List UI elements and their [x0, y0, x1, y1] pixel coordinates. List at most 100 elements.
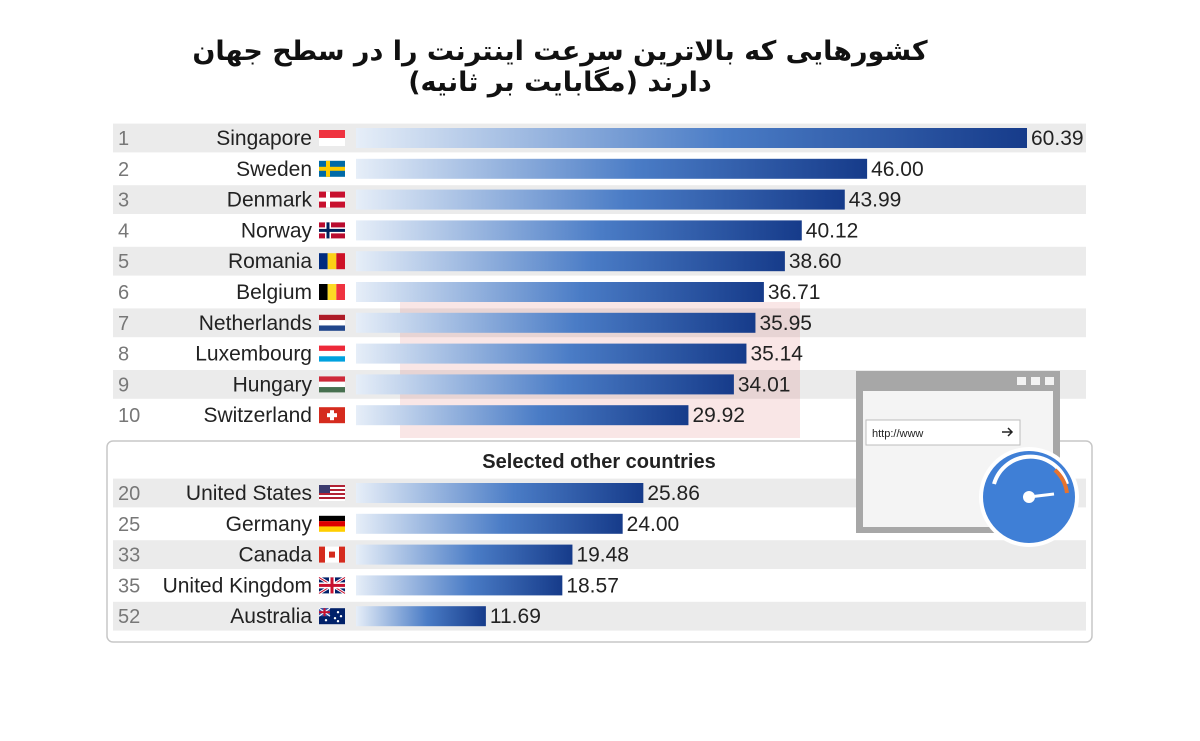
- country-label: Romania: [228, 250, 312, 273]
- country-label: Switzerland: [203, 404, 312, 427]
- value-label: 36.71: [768, 281, 821, 304]
- canada-flag: [319, 546, 345, 563]
- singapore-flag: [319, 130, 345, 146]
- rank-label: 10: [118, 405, 140, 427]
- bar-row: 4 Norway 40.12: [118, 219, 858, 242]
- bar: [356, 158, 868, 179]
- bar: [356, 189, 845, 210]
- uk-flag: [318, 576, 346, 595]
- bar: [356, 343, 747, 364]
- selected-heading: Selected other countries: [482, 451, 715, 473]
- arrow-icon: [1002, 427, 1014, 437]
- rank-label: 2: [118, 159, 129, 181]
- rank-label: 4: [118, 220, 129, 242]
- rank-label: 8: [118, 344, 129, 366]
- bar-row: 5 Romania 38.60: [118, 250, 841, 273]
- value-label: 38.60: [789, 250, 842, 273]
- country-label: Luxembourg: [195, 343, 312, 366]
- bar: [356, 606, 486, 627]
- bar-row: 35 United Kingdom 18.57: [118, 574, 619, 597]
- bar-row: 52 Australia 11.69: [118, 605, 541, 628]
- chart-title: کشورهایی که بالاترین سرعت اینترنت را در …: [192, 36, 928, 98]
- australia-flag: [318, 607, 345, 625]
- bar-row: 9 Hungary 34.01: [118, 373, 790, 396]
- bar-row: 33 Canada 19.48: [118, 544, 629, 567]
- hungary-flag: [319, 376, 345, 393]
- country-label: Norway: [241, 219, 313, 242]
- value-label: 25.86: [647, 482, 700, 505]
- value-label: 35.95: [759, 312, 812, 335]
- country-label: Singapore: [216, 127, 312, 150]
- value-label: 29.92: [692, 404, 745, 427]
- url-text: http://www: [872, 428, 923, 440]
- url-bar: [865, 419, 1021, 446]
- value-label: 60.39: [1031, 127, 1084, 150]
- bar-rows: 1 Singapore 60.39 2 Sweden 46.00 3 Denmark 43.99…: [118, 127, 1084, 628]
- value-label: 35.14: [750, 343, 803, 366]
- rank-label: 7: [118, 313, 129, 335]
- rank-label: 6: [118, 282, 129, 304]
- bar: [356, 544, 573, 565]
- value-label: 19.48: [576, 544, 629, 567]
- country-label: United Kingdom: [163, 574, 312, 597]
- bar-row: 2 Sweden 46.00: [118, 158, 924, 181]
- bar: [356, 282, 764, 302]
- bar: [356, 251, 785, 272]
- usa-flag: [319, 485, 345, 501]
- bar-row: 3 Denmark 43.99: [118, 189, 901, 212]
- bar: [356, 483, 644, 503]
- belgium-flag: [319, 284, 345, 300]
- value-label: 18.57: [566, 574, 619, 597]
- netherlands-flag: [319, 314, 345, 331]
- bar: [356, 128, 1027, 148]
- romania-flag: [319, 253, 345, 270]
- bar: [356, 513, 623, 534]
- country-label: Netherlands: [199, 312, 312, 335]
- norway-flag: [319, 222, 345, 239]
- rank-label: 9: [118, 374, 129, 396]
- switzerland-flag: [319, 407, 345, 424]
- speedometer-browser-icon: http://www: [856, 371, 1079, 547]
- rank-label: 33: [118, 545, 140, 567]
- luxembourg-flag: [319, 345, 345, 362]
- country-label: United States: [186, 482, 312, 505]
- rank-label: 3: [118, 190, 129, 212]
- rank-label: 35: [118, 575, 140, 597]
- bar-row: 1 Singapore 60.39: [118, 127, 1084, 150]
- bar-row: 25 Germany 24.00: [118, 513, 679, 536]
- country-label: Denmark: [227, 189, 313, 212]
- rank-label: 25: [118, 514, 140, 536]
- rank-label: 1: [118, 128, 129, 150]
- denmark-flag: [319, 191, 345, 208]
- rank-label: 20: [118, 483, 140, 505]
- value-label: 40.12: [806, 219, 859, 242]
- bar: [356, 575, 563, 596]
- country-label: Canada: [238, 544, 312, 567]
- country-label: Belgium: [236, 281, 312, 304]
- value-label: 24.00: [627, 513, 680, 536]
- bar: [356, 220, 802, 241]
- value-label: 34.01: [738, 373, 791, 396]
- value-label: 11.69: [490, 605, 541, 628]
- bar-row: 8 Luxembourg 35.14: [118, 343, 803, 366]
- bar-row: 7 Netherlands 35.95: [118, 312, 812, 335]
- bar: [356, 312, 756, 333]
- bar-row: 20 United States 25.86: [118, 482, 700, 505]
- bar-row: 10 Switzerland 29.92: [118, 404, 745, 427]
- rank-label: 52: [118, 606, 140, 628]
- country-label: Germany: [226, 513, 313, 536]
- bar: [356, 374, 734, 395]
- country-label: Hungary: [233, 373, 313, 396]
- germany-flag: [319, 515, 345, 532]
- value-label: 46.00: [871, 158, 924, 181]
- bar-row: 6 Belgium 36.71: [118, 281, 820, 304]
- sweden-flag: [319, 160, 345, 177]
- rank-label: 5: [118, 251, 129, 273]
- row-stripe: [113, 601, 1086, 631]
- value-label: 43.99: [849, 189, 902, 212]
- country-label: Australia: [230, 605, 312, 628]
- bar: [356, 405, 689, 426]
- row-stripe: [113, 540, 1086, 569]
- country-label: Sweden: [236, 158, 312, 181]
